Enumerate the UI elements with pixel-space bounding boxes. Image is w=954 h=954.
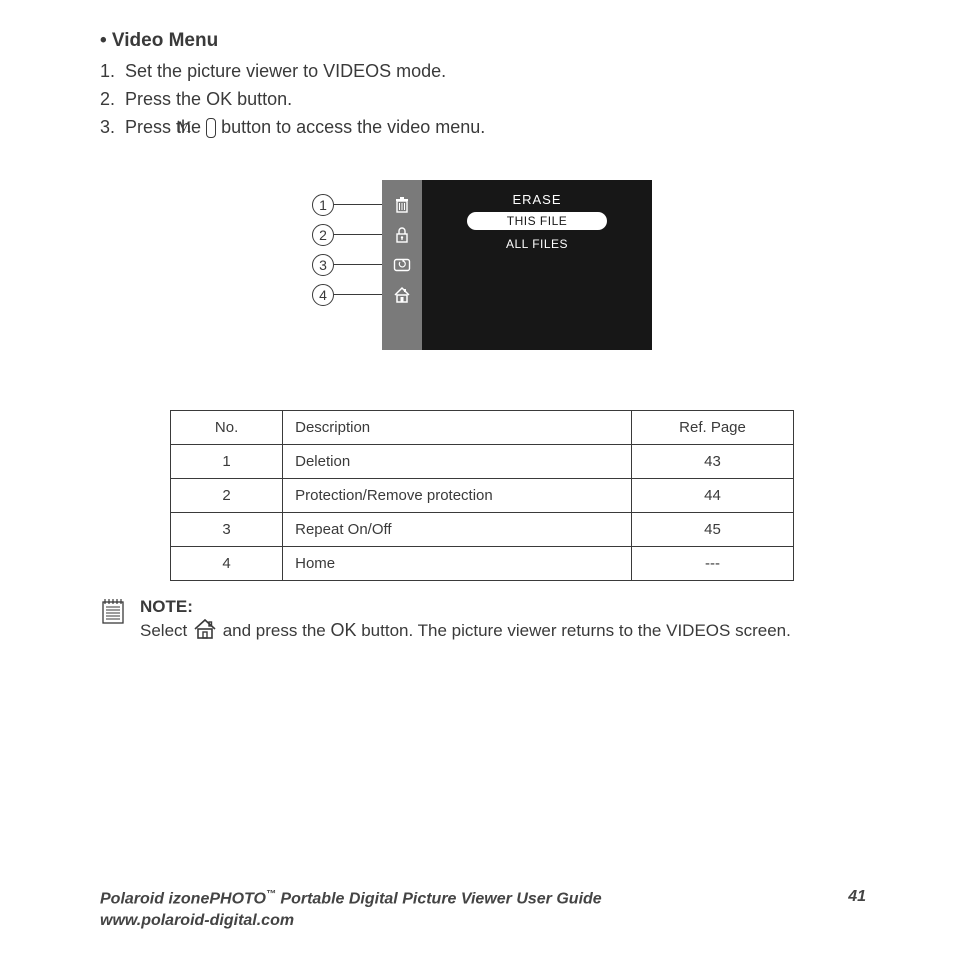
reference-table: No. Description Ref. Page 1 Deletion 43 … [170, 410, 794, 581]
menu-title: ERASE [512, 192, 561, 207]
table-row: 4 Home --- [171, 546, 794, 580]
table-row: 3 Repeat On/Off 45 [171, 512, 794, 546]
cell-ref: --- [632, 546, 794, 580]
callout-1: 1 [312, 194, 334, 216]
note: NOTE: Select and press the OK button. Th… [100, 595, 864, 644]
table-row: 2 Protection/Remove protection 44 [171, 478, 794, 512]
steps-list: 1. Set the picture viewer to VIDEOS mode… [100, 58, 864, 142]
trash-icon [392, 195, 412, 215]
page-footer: Polaroid izonePHOTO™ Portable Digital Pi… [0, 888, 954, 932]
step-text: Set the picture viewer to VIDEOS mode. [125, 61, 446, 81]
lock-icon [392, 225, 412, 245]
note-text: Select [140, 621, 192, 640]
table-row: 1 Deletion 43 [171, 444, 794, 478]
step-text: Press the [125, 117, 206, 137]
section-heading: • Video Menu [100, 30, 864, 52]
step-num: 3. [100, 117, 115, 137]
note-text: and press the [223, 621, 331, 640]
home-icon [192, 618, 218, 640]
ok-label: OK [206, 89, 232, 109]
footer-title: Portable Digital Picture Viewer User Gui… [276, 891, 602, 908]
callout-2: 2 [312, 224, 334, 246]
page-number: 41 [848, 888, 866, 906]
cell-ref: 44 [632, 478, 794, 512]
cell-no: 2 [171, 478, 283, 512]
step-text: button. [232, 89, 292, 109]
step-text: Press the [125, 89, 206, 109]
tm-mark: ™ [266, 889, 276, 900]
m-button-icon: M [206, 118, 216, 138]
cell-no: 1 [171, 444, 283, 478]
th-no: No. [171, 410, 283, 444]
step-num: 1. [100, 61, 115, 81]
repeat-icon [392, 255, 412, 275]
home-icon [392, 285, 412, 305]
menu-option: ALL FILES [467, 235, 607, 253]
cell-ref: 43 [632, 444, 794, 478]
callout-3: 3 [312, 254, 334, 276]
menu-diagram: 1 2 3 4 [312, 180, 652, 350]
cell-desc: Protection/Remove protection [283, 478, 632, 512]
cell-desc: Repeat On/Off [283, 512, 632, 546]
ok-label: OK [330, 620, 356, 640]
step-text: button to access the video menu. [216, 117, 485, 137]
notepad-icon [100, 597, 126, 625]
cell-desc: Deletion [283, 444, 632, 478]
th-ref: Ref. Page [632, 410, 794, 444]
cell-no: 3 [171, 512, 283, 546]
callout-4: 4 [312, 284, 334, 306]
step-3: 3. Press the M button to access the vide… [100, 114, 864, 142]
note-text: button. The picture viewer returns to th… [356, 621, 790, 640]
footer-title: Polaroid izonePHOTO [100, 891, 266, 908]
cell-no: 4 [171, 546, 283, 580]
step-1: 1. Set the picture viewer to VIDEOS mode… [100, 58, 864, 86]
note-label: NOTE: [140, 597, 193, 616]
th-desc: Description [283, 410, 632, 444]
menu-option-selected: THIS FILE [467, 212, 607, 230]
cell-ref: 45 [632, 512, 794, 546]
step-2: 2. Press the OK button. [100, 86, 864, 114]
footer-url: www.polaroid-digital.com [100, 910, 602, 932]
step-num: 2. [100, 89, 115, 109]
cell-desc: Home [283, 546, 632, 580]
